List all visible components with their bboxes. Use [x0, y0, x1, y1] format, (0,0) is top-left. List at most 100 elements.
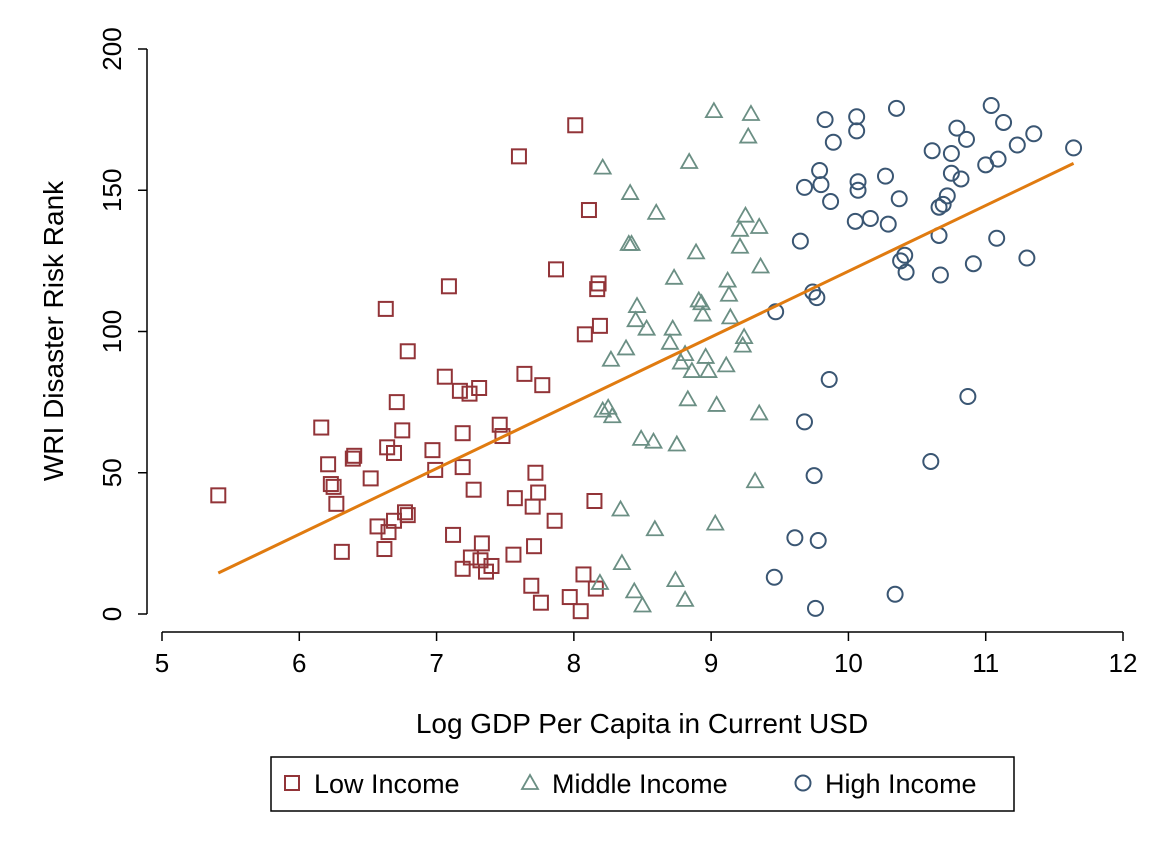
y-tick-label: 50 — [97, 458, 127, 487]
point-high-income — [887, 99, 905, 117]
point-low-income — [465, 481, 482, 498]
point-middle-income — [619, 234, 639, 251]
point-middle-income — [616, 338, 636, 356]
point-middle-income — [624, 581, 644, 599]
point-middle-income — [716, 355, 736, 373]
point-low-income — [580, 202, 597, 219]
point-middle-income — [730, 219, 750, 237]
point-low-income — [399, 343, 416, 360]
point-high-income — [922, 452, 940, 470]
point-high-income — [982, 97, 1000, 114]
point-high-income — [795, 178, 813, 196]
point-high-income — [995, 113, 1013, 131]
point-high-income — [876, 167, 894, 185]
point-middle-income — [627, 296, 647, 313]
point-high-income — [811, 161, 829, 179]
point-high-income — [848, 108, 866, 126]
point-middle-income — [621, 234, 642, 251]
point-low-income — [526, 538, 543, 555]
point-middle-income — [632, 595, 653, 613]
point-high-income — [765, 568, 783, 586]
point-middle-income — [751, 256, 771, 274]
point-middle-income — [733, 335, 753, 353]
x-tick-label: 11 — [972, 648, 999, 678]
point-middle-income — [645, 519, 665, 537]
point-high-income — [942, 164, 960, 182]
point-low-income — [510, 148, 527, 165]
point-middle-income — [602, 406, 622, 424]
point-low-income — [534, 377, 551, 394]
point-low-income — [589, 281, 606, 298]
point-low-income — [491, 416, 508, 433]
legend-label-low-income: Low Income — [314, 769, 460, 799]
point-middle-income — [637, 318, 657, 336]
point-middle-income — [665, 570, 685, 587]
y-tick-label: 100 — [97, 310, 127, 353]
point-middle-income — [671, 352, 691, 370]
point-low-income — [454, 459, 471, 476]
point-low-income — [461, 385, 478, 402]
point-high-income — [848, 122, 866, 140]
point-middle-income — [719, 284, 739, 302]
point-high-income — [795, 413, 813, 431]
point-middle-income — [704, 101, 724, 119]
point-middle-income — [730, 236, 750, 254]
point-low-income — [473, 535, 490, 552]
point-high-income — [886, 585, 904, 603]
point-low-income — [454, 560, 471, 577]
point-low-income — [424, 442, 441, 459]
point-middle-income — [612, 553, 632, 571]
point-high-income — [806, 599, 824, 617]
point-high-income — [988, 229, 1006, 247]
point-low-income — [472, 552, 489, 569]
x-axis-label: Log GDP Per Capita in Current USD — [416, 708, 868, 739]
point-low-income — [388, 394, 405, 411]
point-middle-income — [734, 327, 754, 345]
point-low-income — [313, 419, 330, 436]
x-tick-label: 9 — [704, 648, 718, 678]
point-low-income — [427, 461, 444, 478]
point-high-income — [786, 529, 804, 547]
point-high-income — [890, 190, 908, 208]
point-middle-income — [643, 431, 664, 449]
point-high-income — [957, 130, 975, 148]
point-low-income — [524, 498, 541, 515]
point-low-income — [454, 425, 471, 442]
legend-marker-middle-income — [520, 773, 540, 790]
y-tick-label: 150 — [97, 169, 127, 212]
point-low-income — [440, 278, 457, 295]
point-low-income — [591, 317, 608, 334]
point-low-income — [445, 526, 462, 543]
point-low-income — [590, 275, 607, 292]
point-high-income — [930, 198, 948, 216]
point-middle-income — [626, 310, 646, 328]
point-low-income — [369, 518, 386, 535]
point-middle-income — [689, 290, 709, 308]
x-tick-label: 10 — [834, 648, 863, 678]
y-tick-label: 200 — [97, 27, 127, 70]
point-low-income — [523, 577, 540, 594]
point-high-income — [989, 150, 1007, 168]
point-middle-income — [707, 395, 727, 412]
point-middle-income — [735, 205, 756, 223]
point-low-income — [527, 464, 544, 481]
legend-marker-low-income — [284, 775, 300, 791]
point-high-income — [824, 133, 842, 151]
point-low-income — [548, 261, 565, 278]
point-high-income — [791, 232, 809, 250]
point-high-income — [948, 119, 966, 137]
point-high-income — [849, 181, 867, 199]
point-low-income — [586, 493, 603, 509]
point-high-income — [1008, 136, 1026, 154]
point-middle-income — [698, 361, 718, 378]
legend-marker-high-income — [794, 774, 812, 792]
point-low-income — [394, 422, 411, 439]
point-middle-income — [696, 347, 716, 364]
x-tick-label: 6 — [292, 648, 306, 678]
point-low-income — [561, 589, 578, 606]
point-high-income — [809, 532, 827, 550]
point-middle-income — [663, 318, 683, 336]
point-low-income — [516, 365, 533, 382]
axes: 5 6 7 8 9 10 11 12 0 50 100 150 200 — [97, 27, 1137, 678]
point-low-income — [325, 478, 342, 495]
